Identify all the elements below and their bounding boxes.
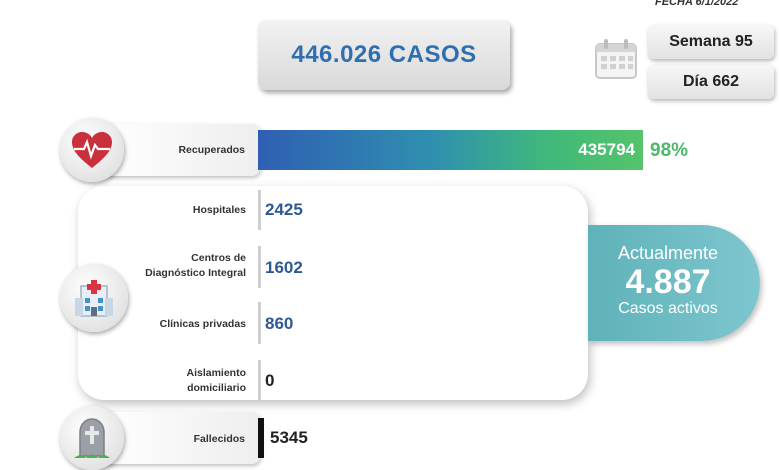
recovered-label-panel [100,124,260,176]
home-isolation-value: 0 [265,371,275,390]
heart-pulse-icon [60,118,124,182]
home-isolation-label-line2: domiciliario [187,382,246,394]
hospital-icon [60,264,128,332]
hospitals-value: 2425 [265,200,303,219]
hospitals-label: Hospitales [192,204,246,216]
active-cases-box: Actualmente 4.887 Casos activos [588,225,760,341]
deaths-label: Fallecidos [193,433,245,445]
recovered-bar [258,130,643,170]
cdi-label-line2: Diagnóstico Integral [145,267,246,279]
cdi-label-line1: Centros de [191,252,246,264]
cdi-value: 1602 [265,258,303,277]
home-isolation-label: Aislamiento domiciliario [96,366,246,396]
day-badge: Día 662 [648,65,774,99]
recovered-percent: 98% [650,140,689,161]
total-cases-box: 446.026 CASOS [258,20,510,90]
deaths-bar [258,418,264,458]
cdi-label: Centros de Diagnóstico Integral [96,251,246,281]
active-locations-panel [78,186,588,400]
home-isolation-label-line1: Aislamiento [186,367,246,379]
active-cases-label: Casos activos [618,300,718,317]
deaths-label-panel [100,412,260,464]
separator [258,360,261,402]
total-cases-value: 446.026 CASOS [291,41,477,68]
clinics-label: Clínicas privadas [159,318,246,330]
active-cases-caption: Actualmente [617,243,719,263]
recovered-label: Recuperados [178,144,245,156]
separator [258,302,261,344]
clinics-value: 860 [265,314,294,333]
separator [258,190,261,230]
active-cases-value: 4.887 [625,263,711,301]
separator [258,246,261,288]
deaths-value: 5345 [270,428,308,447]
calendar-icon [595,39,637,79]
recovered-value: 435794 [578,140,635,159]
tombstone-icon [60,406,124,470]
date-label: FECHA 6/1/2022 [655,0,739,8]
week-badge: Semana 95 [648,25,774,59]
